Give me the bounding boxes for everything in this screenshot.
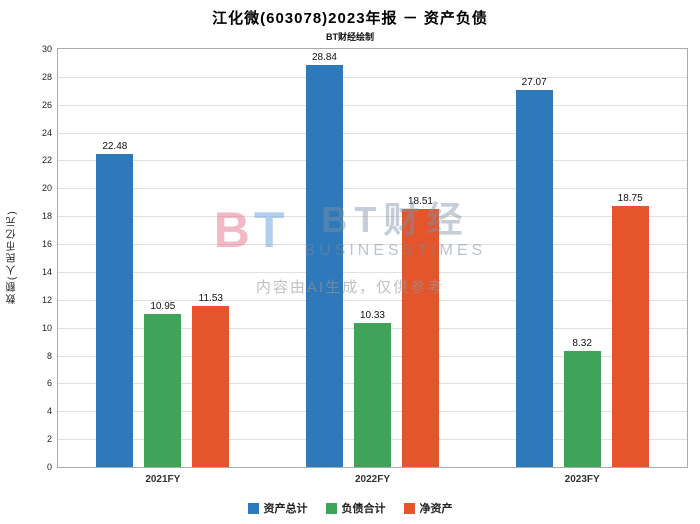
x-tick-label: 2022FY <box>354 474 390 485</box>
bar-wrap: 8.32 <box>563 49 601 467</box>
legend-item-净资产: 净资产 <box>403 500 453 516</box>
gridline <box>58 271 687 273</box>
bar-2023FY-资产总计 <box>515 89 553 467</box>
chart-title: 江化微(603078)2023年报 － 资产负债 <box>212 10 488 27</box>
bar-value-label: 27.07 <box>521 76 547 88</box>
bar-2022FY-资产总计 <box>305 65 343 467</box>
y-tick-label: 18 <box>41 211 52 222</box>
y-tick-label: 12 <box>41 294 52 305</box>
y-tick-label: 26 <box>41 99 52 110</box>
y-tick-label: 0 <box>46 462 52 472</box>
y-tick-label: 8 <box>46 350 52 361</box>
legend-label: 负债合计 <box>341 503 386 515</box>
y-tick-label: 2 <box>46 434 52 445</box>
legend: 资产总计 负债合计 净资产 <box>0 500 700 516</box>
legend-swatch <box>403 502 415 514</box>
y-tick-label: 4 <box>46 406 52 417</box>
bar-wrap: 11.53 <box>192 49 230 467</box>
gridline <box>58 104 687 106</box>
bar-wrap: 28.84 <box>305 49 343 467</box>
bar-2022FY-负债合计 <box>353 323 391 467</box>
y-tick-label: 14 <box>41 266 52 277</box>
bar-2021FY-负债合计 <box>144 314 182 467</box>
gridline <box>58 76 687 78</box>
legend-item-资产总计: 资产总计 <box>247 500 308 516</box>
bar-group-2023FY: 27.07 8.32 18.75 <box>477 49 687 467</box>
bar-wrap: 27.07 <box>515 49 553 467</box>
gridline <box>58 216 687 218</box>
bar-wrap: 18.51 <box>401 49 439 467</box>
bar-wrap: 10.95 <box>144 49 182 467</box>
bar-value-label: 8.32 <box>572 338 592 350</box>
bar-wrap: 10.33 <box>353 49 391 467</box>
y-tick-label: 6 <box>46 378 52 389</box>
bar-2022FY-净资产 <box>401 209 439 467</box>
bar-value-label: 10.33 <box>359 310 385 322</box>
legend-item-负债合计: 负债合计 <box>325 500 386 516</box>
legend-label: 净资产 <box>419 503 453 515</box>
x-tick-label: 2023FY <box>564 474 600 485</box>
bar-group-2021FY: 22.48 10.95 11.53 <box>58 49 268 467</box>
bar-value-label: 28.84 <box>311 52 337 64</box>
plot-area: 0 2 4 6 8 10 12 14 16 18 20 22 24 26 28 30 22.48 10.95 11.… <box>42 44 688 485</box>
bar-2021FY-净资产 <box>192 306 230 467</box>
y-tick-label: 22 <box>41 155 52 166</box>
bar-wrap: 18.75 <box>611 49 649 467</box>
y-tick-label: 28 <box>41 71 52 82</box>
x-tick-label: 2021FY <box>145 474 181 485</box>
gridline <box>58 188 687 190</box>
y-tick-label: 30 <box>41 44 52 54</box>
y-tick-label: 20 <box>41 183 52 194</box>
y-tick-label: 10 <box>41 322 52 333</box>
legend-label: 资产总计 <box>263 503 308 515</box>
chart-subtitle: BT财经绘制 <box>326 32 374 42</box>
legend-swatch <box>247 502 259 514</box>
bar-2023FY-净资产 <box>611 205 649 467</box>
bar-value-label: 18.51 <box>407 196 433 208</box>
bar-2023FY-负债合计 <box>563 351 601 467</box>
bar-value-label: 10.95 <box>150 301 176 313</box>
bar-value-label: 22.48 <box>102 140 128 152</box>
legend-swatch <box>325 502 337 514</box>
bar-value-label: 11.53 <box>198 293 223 305</box>
y-tick-label: 16 <box>41 239 52 250</box>
y-tick-label: 24 <box>41 127 52 138</box>
bar-value-label: 18.75 <box>617 192 643 204</box>
bar-wrap: 22.48 <box>96 49 134 467</box>
gridline <box>58 160 687 162</box>
y-axis-label: 数额(人民币亿元) <box>7 209 18 305</box>
gridline <box>58 244 687 246</box>
gridline <box>58 299 687 301</box>
bar-group-2022FY: 28.84 10.33 18.51 <box>268 49 478 467</box>
bar-2021FY-资产总计 <box>96 153 134 467</box>
gridline <box>58 132 687 134</box>
